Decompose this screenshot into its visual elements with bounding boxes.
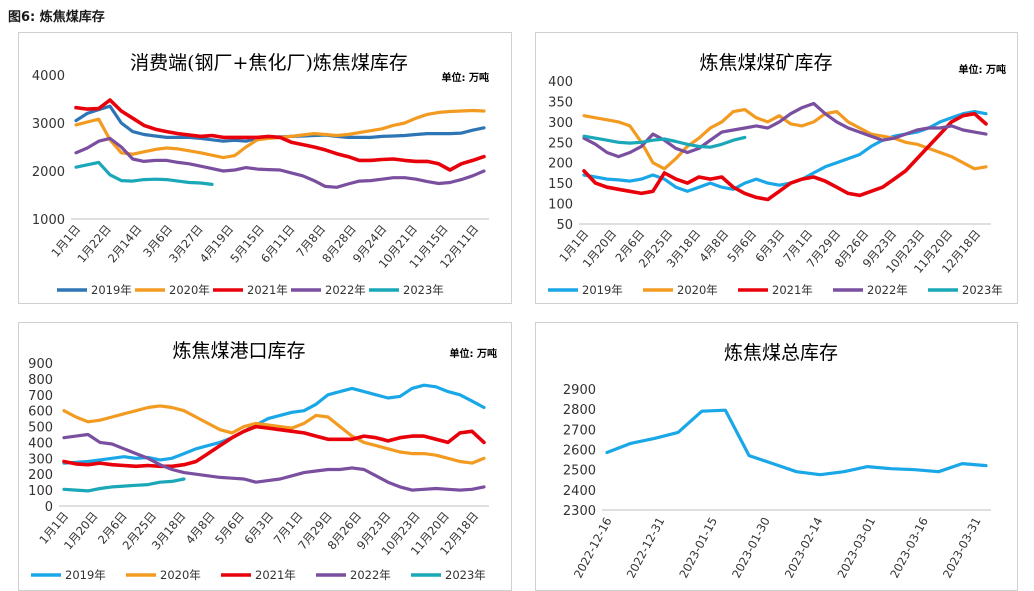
y-tick-label: 2700 [563,423,596,438]
mine-inventory-chart: 炼焦煤煤矿库存 单位: 万吨 50 100 150 200 250 300 350 400 1月1日… [535,32,1018,304]
y-tick-label: 2400 [563,484,596,499]
legend-label: 2019年 [582,283,623,297]
y-tick-label: 2500 [563,464,596,479]
series-line [62,477,186,493]
legend-label: 2022年 [350,568,391,582]
y-tick-label: 300 [548,116,573,131]
y-tick-label: 150 [548,177,573,192]
y-tick-label: 2800 [563,403,596,418]
x-tick-label: 2023-03-16 [887,515,931,581]
x-tick-label: 5月6日 [212,509,247,547]
series-line [62,383,486,465]
x-tick-label: 5月6日 [724,227,759,265]
y-tick-label: 350 [548,95,573,110]
legend-label: 2020年 [677,283,718,297]
y-tick-label: 1000 [32,213,65,228]
port-inventory-chart: 炼焦煤港口库存 单位: 万吨 0 100 200 300 400 500 600 700 800 90… [18,322,512,591]
mine-inventory-plot: 炼焦煤煤矿库存 单位: 万吨501001502002503003504001月1日… [548,52,1006,297]
chart-title: 消费端(钢厂+焦化厂)炼焦煤库存 [130,52,408,74]
y-tick-label: 200 [28,468,53,483]
y-tick-label: 500 [28,421,53,436]
series-line [582,111,988,202]
x-tick-label: 2022-12-31 [624,515,668,581]
y-tick-label: 700 [28,389,53,404]
y-tick-label: 2900 [563,383,596,398]
chart-title: 炼焦煤煤矿库存 [699,52,832,74]
x-tick-label: 2023-02-14 [782,515,826,581]
y-tick-label: 50 [556,218,573,233]
y-tick-label: 400 [548,75,573,90]
y-tick-label: 800 [28,373,53,388]
x-tick-label: 2023-01-30 [729,515,773,581]
series-line [605,408,988,477]
series-line [74,136,486,189]
y-tick-label: 2300 [563,504,596,519]
series-line [62,404,486,465]
total-inventory-plot: 炼焦煤总库存 2300 2400 2500 2600 2700 2800 2900 2022-1… [563,342,991,581]
y-tick-label: 200 [548,157,573,172]
consumer-inventory-chart: 消费端(钢厂+焦化厂)炼焦煤库存 单位: 万吨 1000 2000 3000 4000 1月… [18,32,512,304]
port-inventory-plot: 炼焦煤港口库存 单位: 万吨 010020030040050060070080090… [28,340,497,582]
legend-label: 2020年 [160,568,201,582]
x-tick-label: 6月3日 [752,227,787,265]
unit-label: 单位: 万吨 [450,347,497,360]
legend-label: 2019年 [65,568,106,582]
legend-label: 2021年 [255,568,296,582]
y-tick-label: 2000 [32,165,65,180]
x-tick-label: 2023-01-15 [676,515,720,581]
x-tick-label: 2023-03-31 [940,515,984,581]
series-line [74,160,214,186]
series-line [74,98,486,172]
x-tick-label: 6月3日 [241,509,276,547]
y-tick-label: 100 [548,198,573,213]
chart-title: 炼焦煤港口库存 [172,340,305,362]
unit-label: 单位: 万吨 [959,63,1006,76]
y-tick-label: 400 [28,436,53,451]
y-tick-label: 4000 [32,69,65,84]
legend-label: 2023年 [445,568,486,582]
y-tick-label: 600 [28,405,53,420]
series-line [62,432,486,492]
x-tick-label: 2022-12-16 [571,515,615,581]
legend-label: 2023年 [403,283,444,297]
series-line [582,107,988,171]
y-tick-label: 3000 [32,117,65,132]
y-tick-label: 250 [548,136,573,151]
legend-label: 2021年 [247,283,288,297]
x-tick-label: 2023-03-01 [834,515,878,581]
y-tick-label: 300 [28,452,53,467]
legend-label: 2023年 [962,283,1003,297]
y-tick-label: 900 [28,357,53,372]
series-line [582,109,988,193]
x-tick-label: 4月8日 [696,227,731,265]
total-inventory-chart: 炼焦煤总库存 2300 2400 2500 2600 2700 2800 2900 2022-1… [535,322,1018,591]
legend-label: 2021年 [772,283,813,297]
figure-title: 图6: 炼焦煤库存 [8,10,105,25]
legend-label: 2020年 [169,283,210,297]
x-tick-label: 4月8日 [183,509,218,547]
y-tick-label: 0 [45,500,53,515]
series-line [582,101,988,159]
chart-title: 炼焦煤总库存 [724,342,838,364]
legend-label: 2019年 [91,283,132,297]
y-tick-label: 2600 [563,444,596,459]
unit-label: 单位: 万吨 [442,71,489,84]
series-line [582,134,747,149]
series-line [62,424,486,469]
y-tick-label: 100 [28,484,53,499]
legend-label: 2022年 [325,283,366,297]
legend-label: 2022年 [867,283,908,297]
